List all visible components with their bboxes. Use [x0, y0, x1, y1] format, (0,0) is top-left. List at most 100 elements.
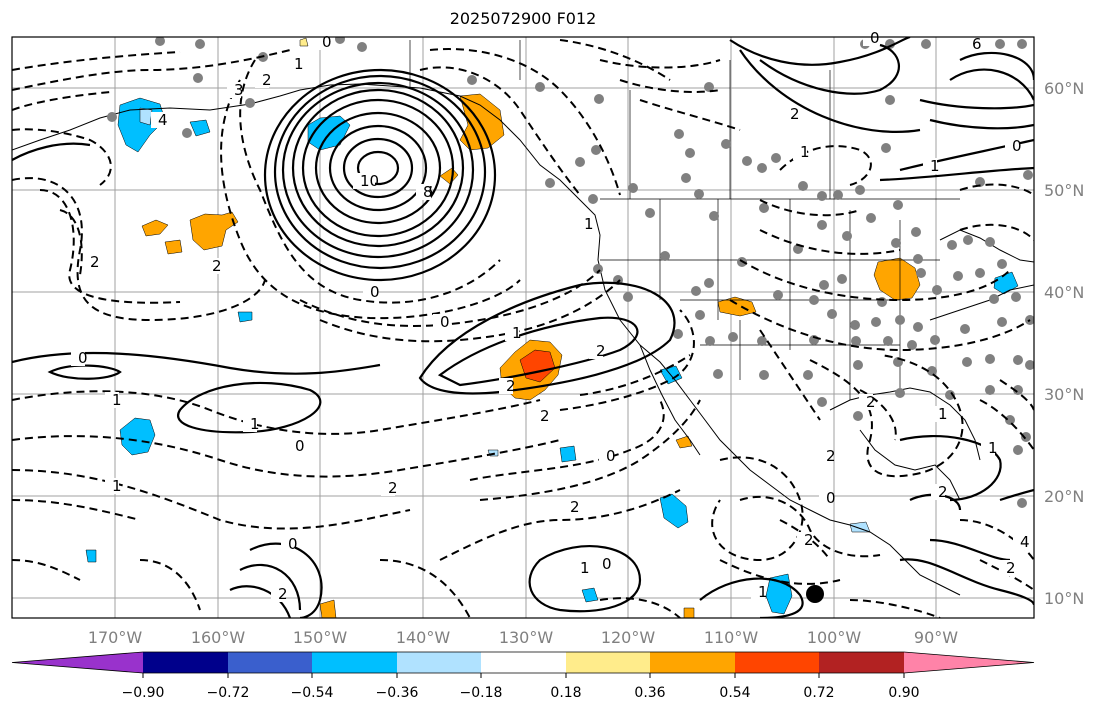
lon-label-170w: 170°W	[88, 628, 143, 647]
lon-label-160w: 160°W	[191, 628, 246, 647]
contour-label-bg	[577, 216, 591, 232]
contour-label: 2	[262, 71, 272, 89]
contour-label: 1	[938, 405, 948, 423]
contour-label: 2	[596, 342, 606, 360]
filled-circle-marker	[806, 585, 824, 603]
contour-label-bg	[255, 72, 269, 88]
contour-label: 2	[866, 393, 876, 411]
contour-label: 1	[988, 439, 998, 457]
contour-label-bg	[281, 536, 295, 552]
contour-label: 2	[570, 498, 580, 516]
contour-label-bg	[931, 406, 945, 422]
map-frame	[11, 36, 1035, 619]
state-borders	[409, 40, 960, 400]
contour-label: 1	[250, 415, 260, 433]
contour-label: 4	[1020, 533, 1030, 551]
lon-label-90w: 90°W	[914, 628, 958, 647]
colorbar-segment	[650, 652, 735, 673]
lon-label-100w: 100°W	[807, 628, 862, 647]
latitude-labels: 60°N 50°N 40°N 30°N 20°N 10°N	[1044, 79, 1084, 608]
longitude-labels: 170°W 160°W 150°W 140°W 130°W 120°W 110°…	[88, 628, 958, 647]
colorbar-tick: 0.54	[719, 685, 750, 701]
contour-label: 8	[423, 183, 433, 201]
contour-label: 0	[370, 283, 380, 301]
contour-label: 1	[512, 324, 522, 342]
contour-label-bg	[999, 560, 1013, 576]
colorbar	[11, 651, 1035, 678]
colorbar-tick: 0.18	[550, 685, 581, 701]
contour-label: 1	[112, 477, 122, 495]
contour-label: 0	[288, 535, 298, 553]
contour-label-bg	[151, 112, 165, 128]
contour-label-bg	[205, 258, 219, 274]
contour-label: 2	[790, 105, 800, 123]
contour-label-bg	[105, 478, 119, 494]
contour-label: 1	[800, 143, 810, 161]
contour-label-bg	[793, 144, 807, 160]
contour-label: 1	[580, 559, 590, 577]
colorbar-segment	[143, 652, 228, 673]
map-title: 2025072900 F012	[449, 9, 597, 28]
contour-label-bg	[315, 34, 329, 50]
contour-label: 2	[540, 407, 550, 425]
contour-label-bg	[363, 284, 377, 300]
contour-label-bg	[923, 158, 937, 174]
negative-contours	[12, 39, 1034, 618]
contour-label-bg	[416, 184, 430, 200]
lon-label-130w: 130°W	[499, 628, 554, 647]
contour-label: 6	[972, 35, 982, 53]
contour-label: 2	[506, 377, 516, 395]
colorbar-tick: 0.72	[803, 685, 834, 701]
colorbar-tick: −0.54	[291, 685, 334, 701]
contour-label-bg	[563, 499, 577, 515]
contour-label: 2	[388, 479, 398, 497]
contour-label-bg	[573, 560, 587, 576]
contour-label: 0	[78, 349, 88, 367]
lat-label-40n: 40°N	[1044, 283, 1084, 302]
contour-label-bg	[1005, 138, 1019, 154]
contour-label-bg	[105, 392, 119, 408]
contour-label: 1	[294, 55, 304, 73]
contour-label-bg	[819, 490, 833, 506]
contour-label: 2	[826, 447, 836, 465]
lon-label-150w: 150°W	[293, 628, 348, 647]
contour-label: 4	[158, 111, 168, 129]
contour-label: 0	[322, 33, 332, 51]
colorbar-segment	[397, 652, 481, 673]
contour-label: 2	[278, 585, 288, 603]
contour-label-bg	[227, 82, 241, 98]
colorbar-segment	[735, 652, 819, 673]
colorbar-segment	[312, 652, 397, 673]
contour-label-bg	[783, 106, 797, 122]
colorbar-tick: −0.36	[376, 685, 419, 701]
contour-label: 2	[90, 253, 100, 271]
contour-label-bg	[1013, 534, 1027, 550]
contour-label-bg	[863, 30, 877, 46]
contour-label-bg	[819, 448, 833, 464]
lat-label-10n: 10°N	[1044, 589, 1084, 608]
colorbar-segment	[566, 652, 650, 673]
colorbar-tick: −0.72	[207, 685, 250, 701]
lat-label-30n: 30°N	[1044, 385, 1084, 404]
contour-label-bg	[533, 408, 547, 424]
contour-label-bg	[589, 343, 603, 359]
station-markers	[107, 37, 1034, 508]
contour-label: 2	[212, 257, 222, 275]
colorbar-tick: −0.90	[122, 685, 165, 701]
contour-label: 2	[1006, 559, 1016, 577]
contour-label-bg	[353, 173, 375, 189]
contour-label-bg	[595, 556, 609, 572]
contour-label: 1	[758, 583, 768, 601]
contour-label: 0	[440, 313, 450, 331]
contour-label-bg	[243, 416, 257, 432]
contour-label: 0	[295, 437, 305, 455]
contour-label: 2	[804, 531, 814, 549]
contour-label-bg	[433, 314, 447, 330]
contour-label-bg	[499, 378, 513, 394]
lat-label-50n: 50°N	[1044, 181, 1084, 200]
contour-label: 1	[112, 391, 122, 409]
colorbar-tick: 0.90	[888, 685, 919, 701]
contour-label: 0	[606, 447, 616, 465]
contour-label-bg	[71, 350, 85, 366]
